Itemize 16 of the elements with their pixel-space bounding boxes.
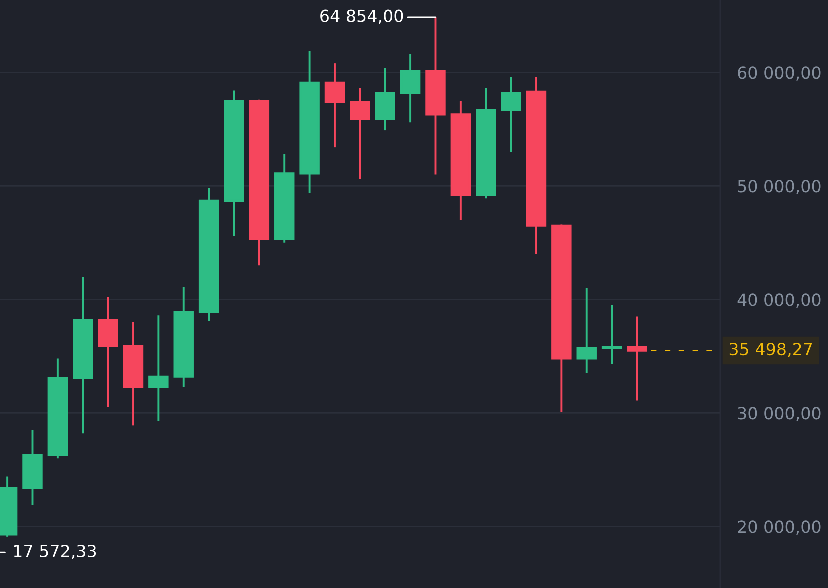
ref-line-label: 35 498,27 bbox=[730, 343, 812, 358]
candlestick bbox=[148, 314, 169, 422]
y-tick-label: 40 000,00 bbox=[738, 294, 821, 308]
y-tick-label: 30 000,00 bbox=[738, 407, 821, 422]
candlestick bbox=[324, 62, 346, 149]
y-tick-label: 20 000,00 bbox=[738, 520, 821, 535]
candlestick bbox=[350, 88, 370, 180]
candlestick bbox=[602, 304, 622, 366]
y-tick-label: 50 000,00 bbox=[738, 180, 821, 194]
candlestick bbox=[627, 316, 648, 402]
y-tick-label: 60 000,00 bbox=[738, 66, 821, 81]
candlestick bbox=[501, 76, 522, 154]
annotation: 17 572,33 bbox=[14, 544, 96, 560]
candlestick bbox=[576, 287, 597, 374]
candlestick bbox=[400, 54, 421, 124]
annotation: 64 854,00 bbox=[320, 10, 404, 24]
